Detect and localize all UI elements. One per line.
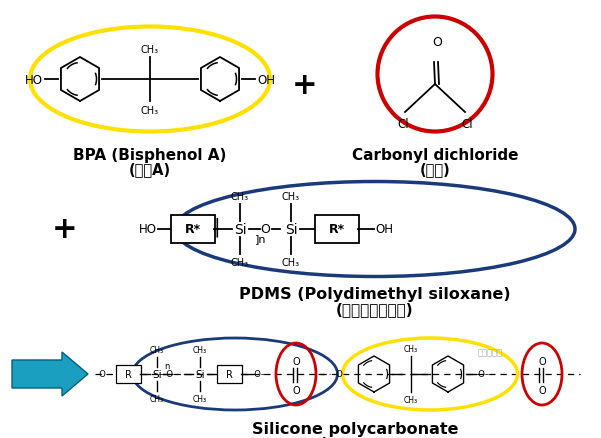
- Text: Cl: Cl: [397, 118, 409, 131]
- Text: R*: R*: [329, 223, 345, 236]
- Text: +: +: [292, 71, 318, 99]
- FancyBboxPatch shape: [115, 365, 141, 384]
- Text: CH₃: CH₃: [282, 191, 300, 201]
- Text: O: O: [292, 385, 300, 395]
- Text: Cl: Cl: [461, 118, 473, 131]
- Text: OH: OH: [257, 73, 275, 86]
- Text: O: O: [538, 356, 546, 366]
- Text: R: R: [225, 369, 233, 379]
- Polygon shape: [12, 352, 88, 396]
- Text: (有机硬聚碳酸）: (有机硬聚碳酸）: [320, 435, 391, 438]
- Text: +: +: [52, 215, 78, 244]
- Text: Si: Si: [152, 369, 162, 379]
- Text: O: O: [260, 223, 270, 236]
- Text: n: n: [164, 362, 169, 371]
- Text: R: R: [124, 369, 132, 379]
- Text: (光气): (光气): [419, 162, 450, 177]
- Text: CH₃: CH₃: [231, 191, 249, 201]
- Text: CH₃: CH₃: [231, 258, 249, 267]
- Text: Silicone polycarbonate: Silicone polycarbonate: [252, 421, 458, 436]
- Text: R*: R*: [185, 223, 201, 236]
- Text: |: |: [214, 217, 221, 236]
- Text: O: O: [538, 385, 546, 395]
- Text: OH: OH: [375, 223, 393, 236]
- Text: CH₃: CH₃: [141, 45, 159, 55]
- Text: BPA (Bisphenol A): BPA (Bisphenol A): [73, 148, 227, 162]
- Text: Si: Si: [234, 223, 246, 237]
- Text: —O—: —O—: [158, 370, 182, 378]
- Text: (双酚A): (双酚A): [129, 162, 171, 177]
- Text: (聚甲二基硬氧烷): (聚甲二基硬氧烷): [336, 301, 414, 316]
- Text: O: O: [432, 36, 442, 49]
- FancyBboxPatch shape: [171, 215, 215, 244]
- Text: –O–: –O–: [474, 370, 490, 378]
- Text: 艾邦高分子: 艾邦高分子: [478, 348, 502, 357]
- Text: ]n: ]n: [255, 233, 267, 244]
- Text: –O–: –O–: [332, 370, 347, 378]
- Text: HO: HO: [25, 73, 43, 86]
- Text: Carbonyl dichloride: Carbonyl dichloride: [352, 148, 518, 162]
- Text: Si: Si: [285, 223, 297, 237]
- Text: CH₃: CH₃: [404, 395, 418, 404]
- Text: CH₃: CH₃: [193, 394, 207, 403]
- Text: CH₃: CH₃: [150, 345, 164, 354]
- Text: CH₃: CH₃: [141, 106, 159, 116]
- Text: PDMS (Polydimethyl siloxane): PDMS (Polydimethyl siloxane): [239, 286, 511, 301]
- Text: CH₃: CH₃: [404, 344, 418, 353]
- Text: CH₃: CH₃: [193, 345, 207, 354]
- Text: HO: HO: [139, 223, 157, 236]
- FancyBboxPatch shape: [315, 215, 359, 244]
- Text: –O–: –O–: [251, 370, 266, 378]
- Text: CH₃: CH₃: [150, 394, 164, 403]
- FancyBboxPatch shape: [216, 365, 242, 384]
- Text: CH₃: CH₃: [282, 258, 300, 267]
- Text: Si: Si: [195, 369, 205, 379]
- Text: O: O: [292, 356, 300, 366]
- Text: –O–: –O–: [96, 370, 111, 378]
